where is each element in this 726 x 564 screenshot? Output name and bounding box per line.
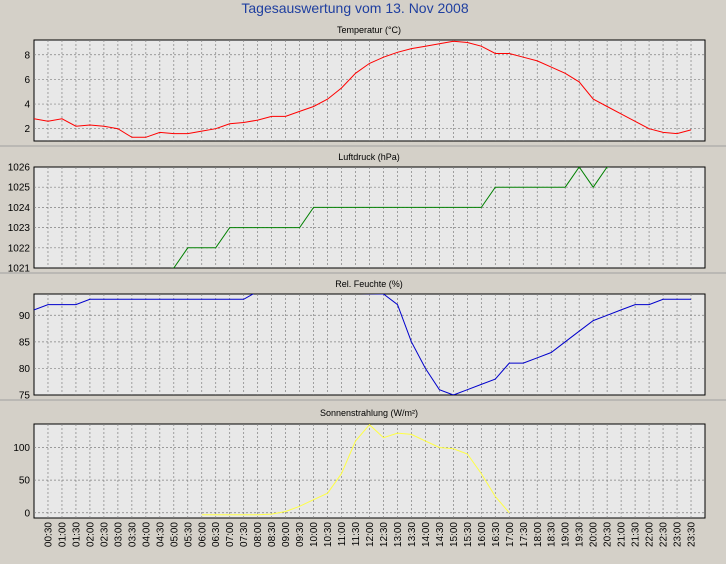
x-tick-label: 17:00 bbox=[505, 522, 516, 547]
humidity-ytick-label: 75 bbox=[19, 391, 31, 402]
x-tick-label: 22:30 bbox=[659, 522, 670, 547]
x-tick-label: 07:00 bbox=[225, 522, 236, 547]
radiation-panel: 0 50 100 Sonnenstrahlung (W/m²) bbox=[13, 408, 706, 519]
x-tick-label: 16:00 bbox=[477, 522, 488, 547]
radiation-ytick-label: 100 bbox=[13, 443, 30, 454]
pressure-ytick-label: 1025 bbox=[8, 183, 31, 194]
temperature-title: Temperatur (°C) bbox=[337, 25, 401, 35]
x-tick-label: 15:00 bbox=[449, 522, 460, 547]
x-tick-label: 11:00 bbox=[337, 522, 348, 547]
temperature-ytick-label: 4 bbox=[24, 100, 30, 111]
x-tick-label: 03:00 bbox=[113, 522, 124, 547]
radiation-plot-area bbox=[33, 423, 706, 519]
humidity-ytick-label: 90 bbox=[19, 311, 31, 322]
temperature-ytick-label: 6 bbox=[24, 75, 30, 86]
x-tick-label: 05:30 bbox=[183, 522, 194, 547]
pressure-panel: 1021 1022 1023 1024 1025 1026 Luftdruck (hPa) bbox=[8, 152, 706, 275]
x-tick-label: 05:00 bbox=[169, 522, 180, 547]
x-tick-label: 07:30 bbox=[239, 522, 250, 547]
x-tick-label: 14:00 bbox=[421, 522, 432, 547]
pressure-ytick-label: 1024 bbox=[8, 203, 31, 214]
x-tick-label: 17:30 bbox=[519, 522, 530, 547]
x-tick-label: 12:30 bbox=[379, 522, 390, 547]
radiation-series-line bbox=[201, 424, 510, 516]
x-tick-label: 22:00 bbox=[645, 522, 656, 547]
x-tick-label: 15:30 bbox=[463, 522, 474, 547]
pressure-series-line bbox=[170, 167, 611, 268]
x-tick-label: 16:30 bbox=[491, 522, 502, 547]
temperature-ytick-label: 8 bbox=[24, 50, 30, 61]
x-tick-label: 18:30 bbox=[547, 522, 558, 547]
x-tick-label: 21:00 bbox=[617, 522, 628, 547]
x-tick-label: 03:30 bbox=[127, 522, 138, 547]
x-tick-label: 08:30 bbox=[267, 522, 278, 547]
x-tick-label: 18:00 bbox=[533, 522, 544, 547]
x-tick-label: 04:00 bbox=[141, 522, 152, 547]
humidity-series-line bbox=[34, 294, 691, 395]
x-tick-label: 21:30 bbox=[631, 522, 642, 547]
x-tick-label: 00:30 bbox=[44, 522, 55, 547]
pressure-ytick-label: 1021 bbox=[8, 264, 31, 275]
radiation-ytick-label: 0 bbox=[24, 508, 30, 519]
x-tick-label: 02:30 bbox=[99, 522, 110, 547]
temperature-series-line bbox=[34, 40, 692, 138]
x-tick-label: 12:00 bbox=[365, 522, 376, 547]
x-axis: 00:30 01:00 01:30 02:00 02:30 03:00 03:30 04:00… bbox=[44, 522, 698, 548]
x-tick-label: 01:30 bbox=[71, 522, 82, 547]
temperature-panel: 2 4 6 8 Temperatur (°C) bbox=[24, 25, 706, 142]
x-tick-label: 01:00 bbox=[58, 522, 69, 547]
pressure-title: Luftdruck (hPa) bbox=[338, 152, 400, 162]
x-tick-label: 20:00 bbox=[589, 522, 600, 547]
x-tick-label: 02:00 bbox=[85, 522, 96, 547]
x-tick-label: 23:30 bbox=[687, 522, 698, 547]
x-tick-label: 19:30 bbox=[575, 522, 586, 547]
pressure-ytick-label: 1023 bbox=[8, 223, 31, 234]
pressure-ytick-label: 1026 bbox=[8, 163, 31, 174]
x-tick-label: 06:30 bbox=[211, 522, 222, 547]
radiation-ytick-label: 50 bbox=[19, 476, 31, 487]
x-tick-label: 08:00 bbox=[253, 522, 264, 547]
radiation-title: Sonnenstrahlung (W/m²) bbox=[320, 408, 418, 418]
x-tick-label: 19:00 bbox=[561, 522, 572, 547]
x-tick-label: 09:00 bbox=[281, 522, 292, 547]
humidity-panel: 75 80 85 90 Rel. Feuchte (%) bbox=[19, 279, 706, 402]
temperature-ytick-label: 2 bbox=[24, 124, 30, 135]
pressure-ytick-label: 1022 bbox=[8, 243, 31, 254]
x-tick-label: 13:30 bbox=[407, 522, 418, 547]
humidity-ytick-label: 80 bbox=[19, 364, 31, 375]
humidity-title: Rel. Feuchte (%) bbox=[335, 279, 403, 289]
x-tick-label: 14:30 bbox=[435, 522, 446, 547]
x-tick-label: 06:00 bbox=[197, 522, 208, 547]
x-tick-label: 11:30 bbox=[351, 522, 362, 547]
x-tick-label: 04:30 bbox=[155, 522, 166, 547]
chart-title: Tagesauswertung vom 13. Nov 2008 bbox=[241, 0, 468, 16]
x-tick-label: 20:30 bbox=[603, 522, 614, 547]
x-tick-label: 09:30 bbox=[295, 522, 306, 547]
x-tick-label: 13:00 bbox=[393, 522, 404, 547]
x-tick-label: 23:00 bbox=[673, 522, 684, 547]
x-tick-label: 10:30 bbox=[323, 522, 334, 547]
x-tick-label: 10:00 bbox=[309, 522, 320, 547]
humidity-ytick-label: 85 bbox=[19, 337, 31, 348]
